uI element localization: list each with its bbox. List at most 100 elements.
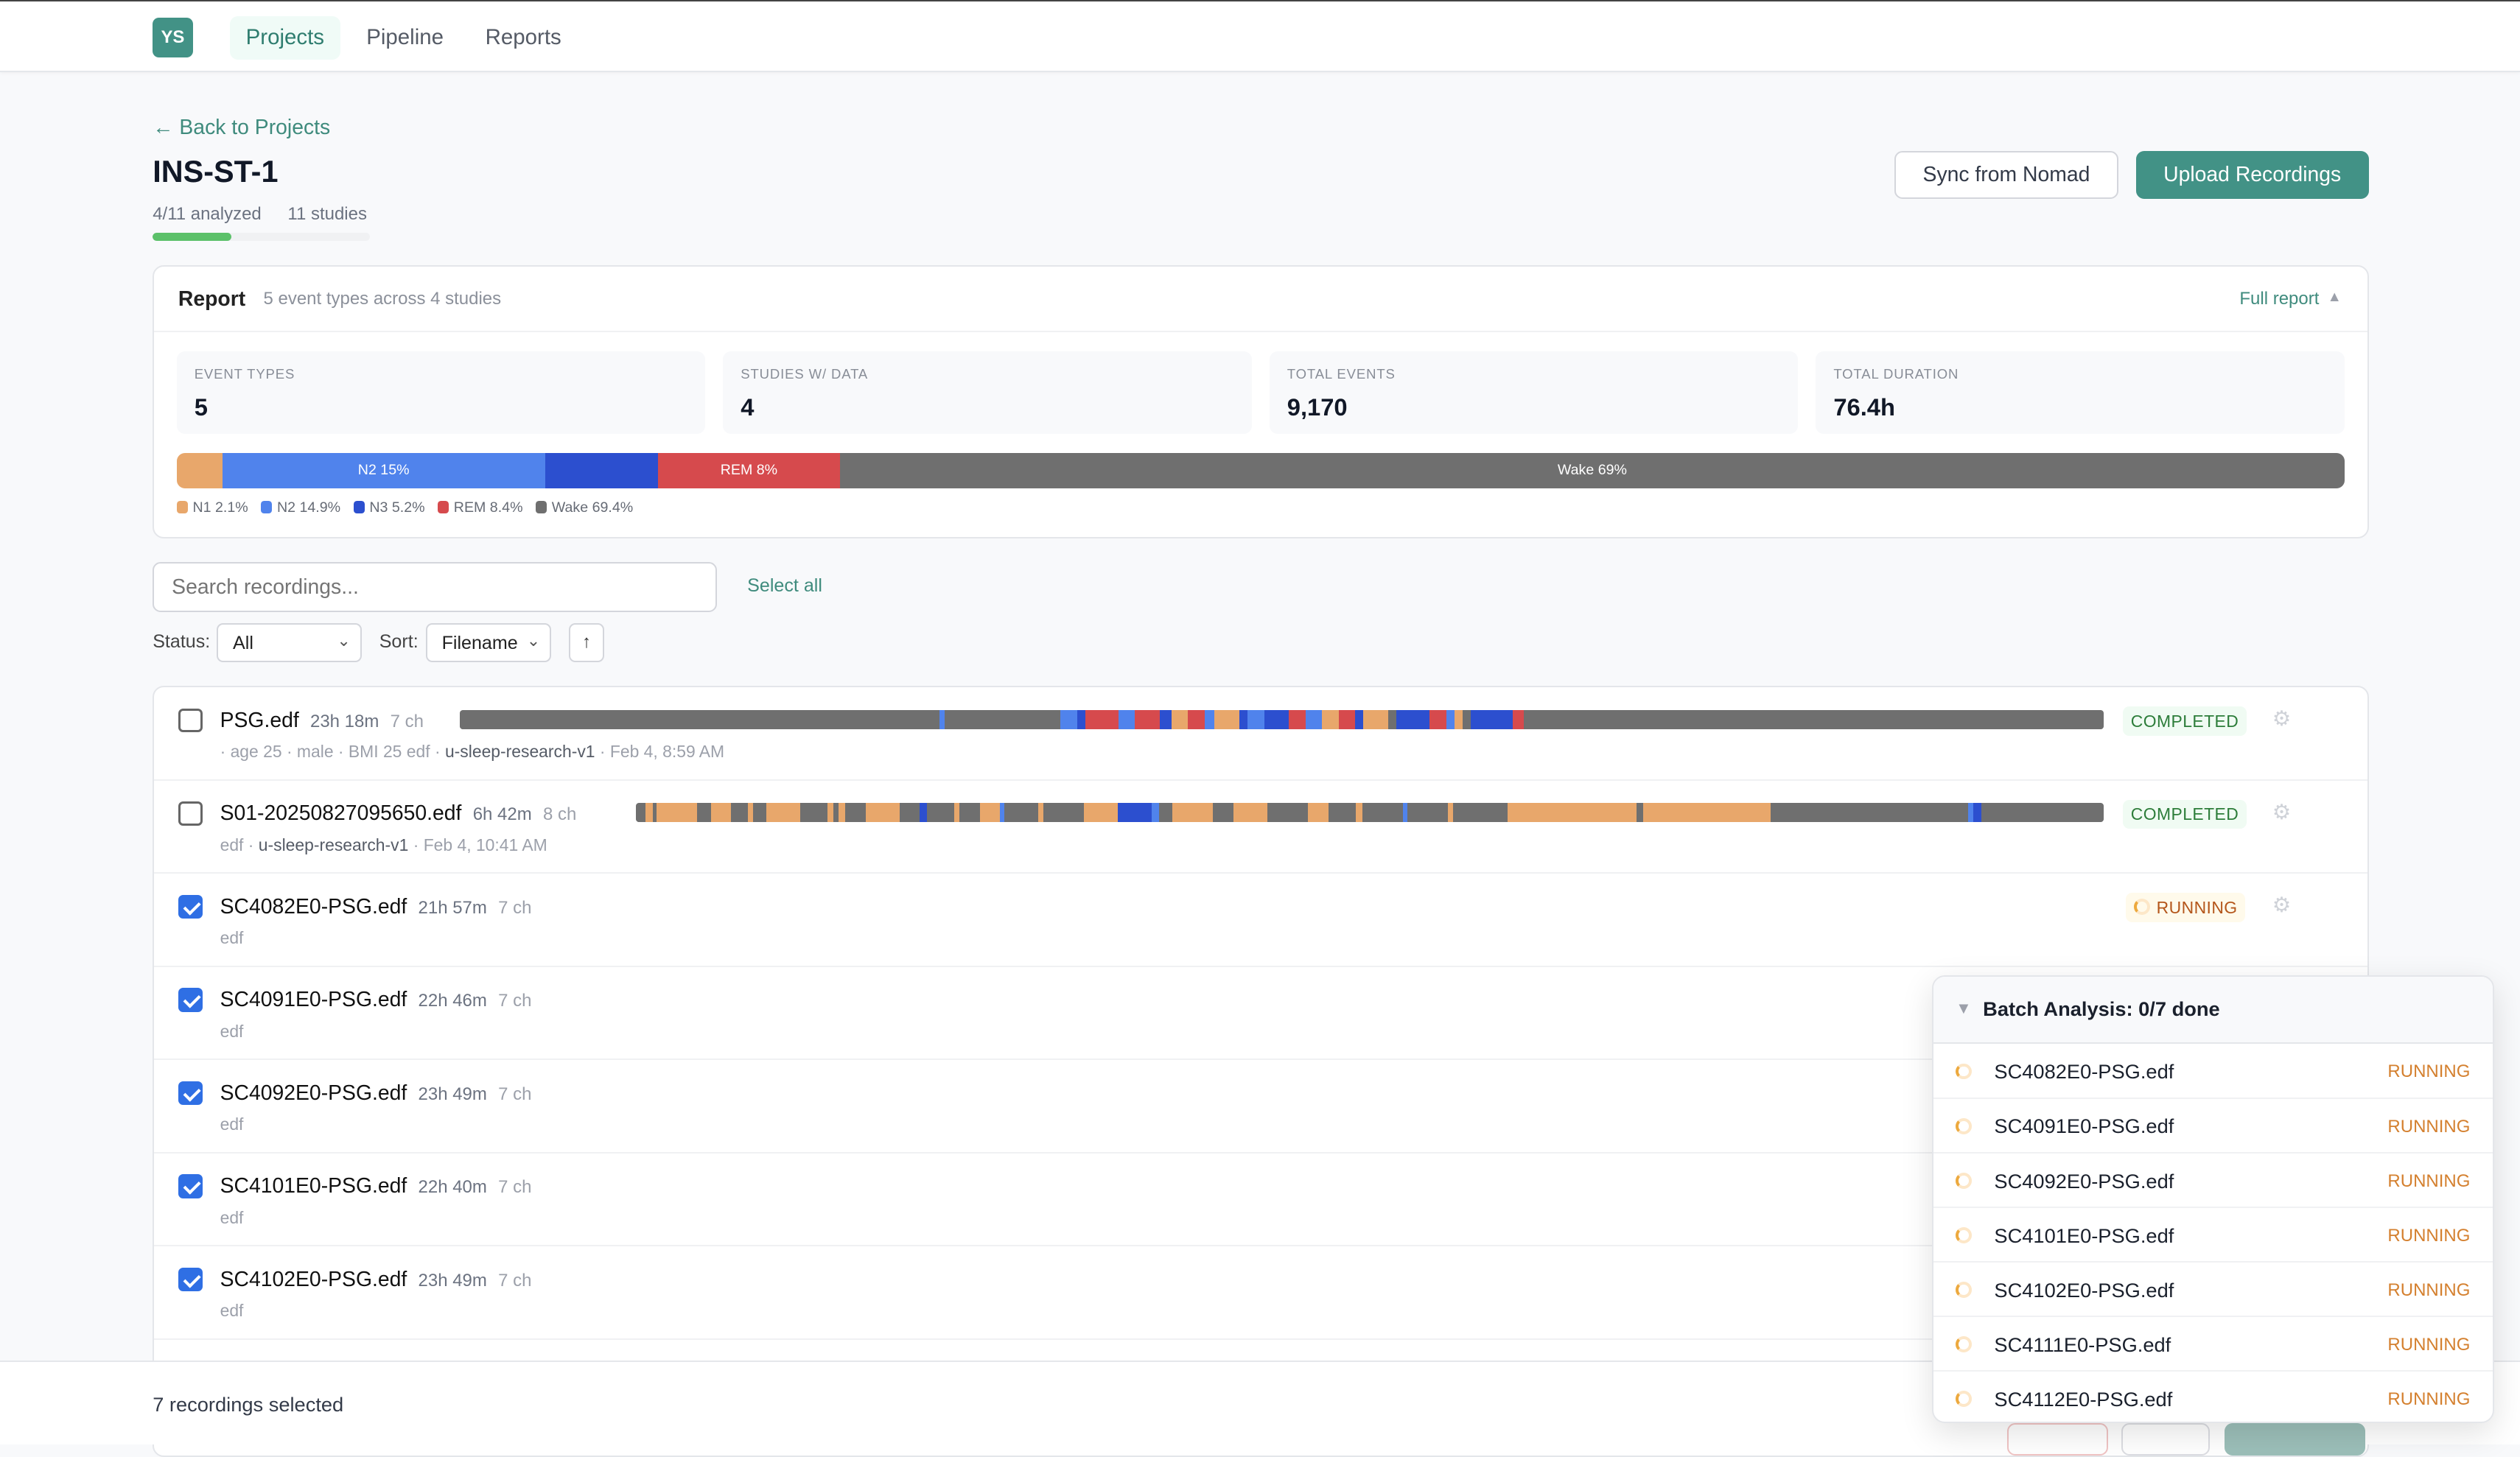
legend-label: N3 5.2% [369,499,425,516]
legend-item: N1 2.1% [176,499,248,516]
batch-filename: SC4112E0-PSG.edf [1994,1388,2173,1411]
hypnogram-segment-n2 [1152,803,1159,823]
spinner-icon [1956,1282,1972,1298]
stat-label: STUDIES W/ DATA [741,366,869,382]
report-panel: Report 5 event types across 4 studies Fu… [153,264,2369,538]
collapse-triangle-icon[interactable]: ▼ [1956,999,1972,1018]
hypnogram-segment-n2 [1060,709,1077,729]
batch-item[interactable]: SC4092E0-PSG.edf RUNNING [1933,1154,2493,1208]
hypnogram-segment-n2 [1446,709,1455,729]
filename[interactable]: SC4082E0-PSG.edf [220,894,407,919]
stage-segment-n3 [545,452,658,488]
filename[interactable]: SC4091E0-PSG.edf [220,988,407,1012]
row-checkbox[interactable] [178,801,203,826]
row-checkbox[interactable] [178,894,203,919]
hypnogram-segment-rem [1289,709,1306,729]
gear-icon[interactable]: ⚙ [2272,893,2292,918]
upload-recordings-button[interactable]: Upload Recordings [2135,151,2369,200]
meta-part: edf [220,1207,244,1227]
filename[interactable]: S01-20250827095650.edf [220,801,462,826]
recording-row[interactable]: SC4101E0-PSG.edf 22h 40m 7 ch edf [154,1154,2367,1247]
batch-item[interactable]: SC4082E0-PSG.edf RUNNING [1933,1044,2493,1099]
spinner-icon [1956,1227,1972,1243]
meta-part: u-sleep-research-v1 [258,835,409,854]
filename[interactable]: SC4102E0-PSG.edf [220,1267,407,1291]
hypnogram-segment-wake [636,803,646,823]
stat-label: TOTAL EVENTS [1287,366,1396,382]
hypnogram-segment-n3 [1973,803,1981,823]
hypnogram-segment-wake [1267,803,1309,823]
recording-row[interactable]: PSG.edf 23h 18m 7 ch · age 25 · male · BMI … [154,687,2367,781]
row-checkbox[interactable] [178,1267,203,1292]
filename[interactable]: PSG.edf [220,708,299,732]
hypnogram-segment-wake [1771,803,1778,823]
user-avatar[interactable]: YS [153,17,193,58]
hypnogram-segment-n3 [1355,709,1364,729]
hypnogram-segment-n3 [920,803,927,823]
footer-button[interactable] [2121,1423,2210,1456]
filename[interactable]: SC4092E0-PSG.edf [220,1081,407,1105]
recording-row[interactable]: SC4091E0-PSG.edf 22h 46m 7 ch edf [154,967,2367,1061]
stat-label: TOTAL DURATION [1833,366,1959,382]
sync-from-nomad-button[interactable]: Sync from Nomad [1894,151,2118,200]
batch-item[interactable]: SC4111E0-PSG.edf RUNNING [1933,1317,2493,1372]
channel-count: 7 ch [498,991,532,1011]
filename[interactable]: SC4101E0-PSG.edf [220,1174,407,1198]
batch-item[interactable]: SC4101E0-PSG.edf RUNNING [1933,1208,2493,1263]
sort-select[interactable]: Filename ⌄ [425,623,552,662]
legend-item: N2 14.9% [261,499,340,516]
sort-direction-button[interactable]: ↑ [569,623,605,662]
hypnogram-segment-n2 [1305,709,1323,729]
batch-header[interactable]: ▼ Batch Analysis: 0/7 done [1933,976,2493,1045]
row-checkbox[interactable] [178,1081,203,1106]
gear-icon[interactable]: ⚙ [2272,800,2292,824]
batch-item[interactable]: SC4112E0-PSG.edf RUNNING [1933,1372,2493,1422]
stat-value: 4 [741,393,755,421]
nav-reports[interactable]: Reports [485,24,561,49]
recording-row[interactable]: SC4092E0-PSG.edf 23h 49m 7 ch edf [154,1060,2367,1154]
footer-primary-button[interactable] [2224,1423,2366,1456]
search-input[interactable] [153,562,717,612]
row-checkbox[interactable] [178,988,203,1012]
status-select[interactable]: All ⌄ [217,623,362,662]
hypnogram-segment-wake [944,709,1061,729]
hypnogram-segment-wake [1213,803,1233,823]
hypnogram-segment-n1 [710,803,732,823]
nav-projects[interactable]: Projects [229,15,340,60]
back-to-projects-link[interactable]: ← Back to Projects [153,116,331,140]
hypnogram-segment-n3 [1396,709,1430,729]
hypnogram-segment-n2 [939,709,945,729]
stat-total-events: TOTAL EVENTS 9,170 [1269,351,1799,434]
recording-row[interactable]: S01-20250827095650.edf 6h 42m 8 ch edf · u-… [154,781,2367,874]
full-report-link[interactable]: Full report [2239,289,2320,309]
nav-pipeline[interactable]: Pipeline [366,24,444,49]
row-checkbox[interactable] [178,708,203,733]
hypnogram-segment-rem [1188,709,1205,729]
hypnogram-segment-n1 [1172,803,1214,823]
footer-button[interactable] [2007,1423,2109,1456]
chevron-down-icon: ⌄ [337,631,351,650]
legend-label: N1 2.1% [192,499,248,516]
recording-row[interactable]: SC4082E0-PSG.edf 21h 57m 7 ch edf RUNNING ⚙ [154,874,2367,967]
row-checkbox[interactable] [178,1174,203,1198]
hypnogram-segment-n1 [1322,709,1339,729]
chevron-down-icon: ⌄ [526,631,540,650]
hypnogram-segment-wake [1900,803,1968,823]
legend-label: N2 14.9% [276,499,341,516]
hypnogram-segment-wake [1637,803,1644,823]
hypnogram-segment-wake [459,709,940,729]
channel-count: 7 ch [498,1177,532,1198]
collapse-triangle-icon[interactable]: ▲ [2327,289,2342,306]
recording-meta: edf · u-sleep-research-v1 · Feb 4, 10:41… [220,835,547,855]
gear-icon[interactable]: ⚙ [2272,707,2292,731]
hypnogram-segment-n1 [979,803,1001,823]
meta-part: edf [220,928,244,948]
select-all-link[interactable]: Select all [747,575,822,596]
legend-item: Wake 69.4% [535,499,633,516]
batch-item[interactable]: SC4102E0-PSG.edf RUNNING [1933,1263,2493,1318]
spinner-icon [1956,1336,1972,1353]
batch-item[interactable]: SC4091E0-PSG.edf RUNNING [1933,1099,2493,1154]
recording-row[interactable]: SC4102E0-PSG.edf 23h 49m 7 ch edf [154,1246,2367,1340]
hypnogram-segment-n1 [766,803,801,823]
top-nav: YS Projects Pipeline Reports [0,0,2520,73]
